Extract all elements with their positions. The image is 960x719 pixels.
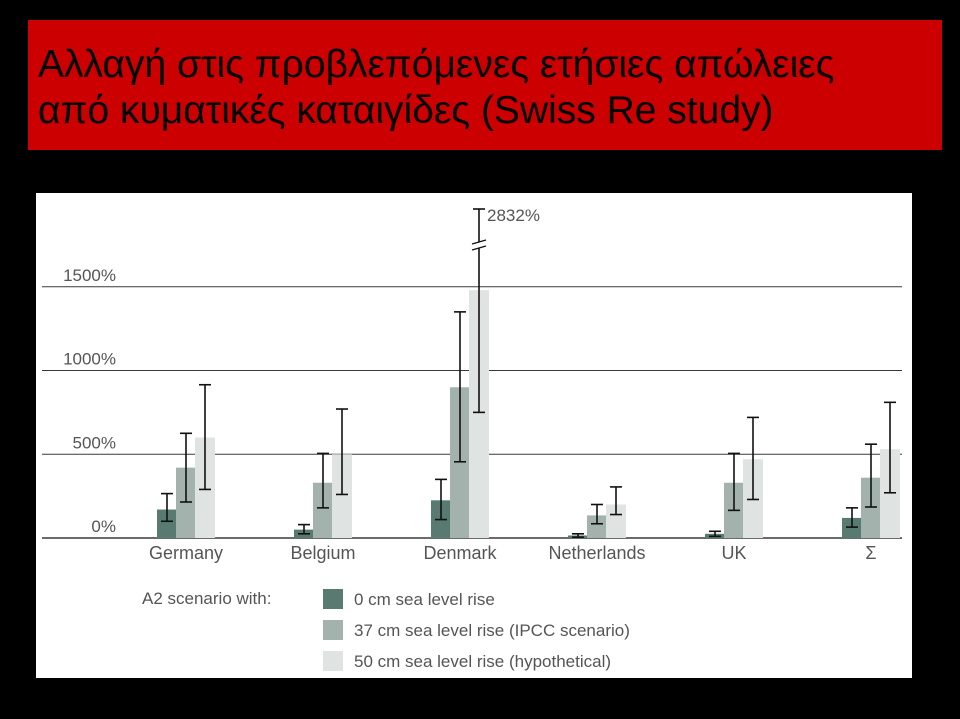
bar-Germany-s1 bbox=[176, 467, 196, 538]
y-tick-label-0: 0% bbox=[91, 517, 116, 536]
category-label-3: Netherlands bbox=[548, 543, 645, 563]
bar-Germany-s0 bbox=[157, 509, 177, 538]
title-banner: Αλλαγή στις προβλεπόμενες ετήσιες απώλει… bbox=[28, 20, 942, 150]
axis-break-gap-Denmark bbox=[472, 242, 486, 248]
bar-Netherlands-s1 bbox=[587, 515, 607, 538]
category-label-2: Denmark bbox=[423, 543, 497, 563]
slide-title-line-2: από κυματικές καταιγίδες (Swiss Re study… bbox=[38, 89, 774, 132]
legend-swatch-0 bbox=[323, 589, 343, 609]
category-label-4: UK bbox=[721, 543, 746, 563]
bar-Σ-s1 bbox=[861, 477, 881, 538]
bar-chart: 0% 500% 1000% 1500% Germany Belgium Denmark Net… bbox=[42, 206, 902, 671]
bar-Belgium-s1 bbox=[313, 482, 333, 538]
bar-Belgium-s2 bbox=[332, 454, 352, 538]
legend-title: A2 scenario with: bbox=[142, 589, 271, 608]
category-label-0: Germany bbox=[149, 543, 223, 563]
bar-Netherlands-s2 bbox=[606, 504, 626, 538]
y-tick-label-3: 1500% bbox=[63, 266, 116, 285]
axis-break-mark-b-Denmark bbox=[471, 245, 487, 251]
legend-swatch-1 bbox=[323, 620, 343, 640]
bar-Denmark-s1 bbox=[450, 387, 470, 538]
category-label-1: Belgium bbox=[290, 543, 355, 563]
slide-title-line-1: Αλλαγή στις προβλεπόμενες ετήσιες απώλει… bbox=[38, 43, 835, 86]
bar-Denmark-s2 bbox=[469, 290, 489, 538]
legend-label-2: 50 cm sea level rise (hypothetical) bbox=[354, 652, 611, 671]
chart-panel: 0% 500% 1000% 1500% Germany Belgium Denmark Net… bbox=[36, 193, 912, 678]
category-label-5: Σ bbox=[865, 543, 876, 563]
legend-swatch-2 bbox=[323, 651, 343, 671]
legend-label-1: 37 cm sea level rise (IPCC scenario) bbox=[354, 621, 630, 640]
bar-Σ-s0 bbox=[842, 517, 862, 538]
axis-break-mark-a-Denmark bbox=[471, 239, 487, 245]
legend-label-0: 0 cm sea level rise bbox=[354, 590, 495, 609]
bar-Σ-s2 bbox=[880, 449, 900, 538]
y-tick-label-2: 1000% bbox=[63, 350, 116, 369]
annotation-label-0: 2832% bbox=[487, 206, 540, 225]
y-tick-label-1: 500% bbox=[73, 433, 116, 452]
